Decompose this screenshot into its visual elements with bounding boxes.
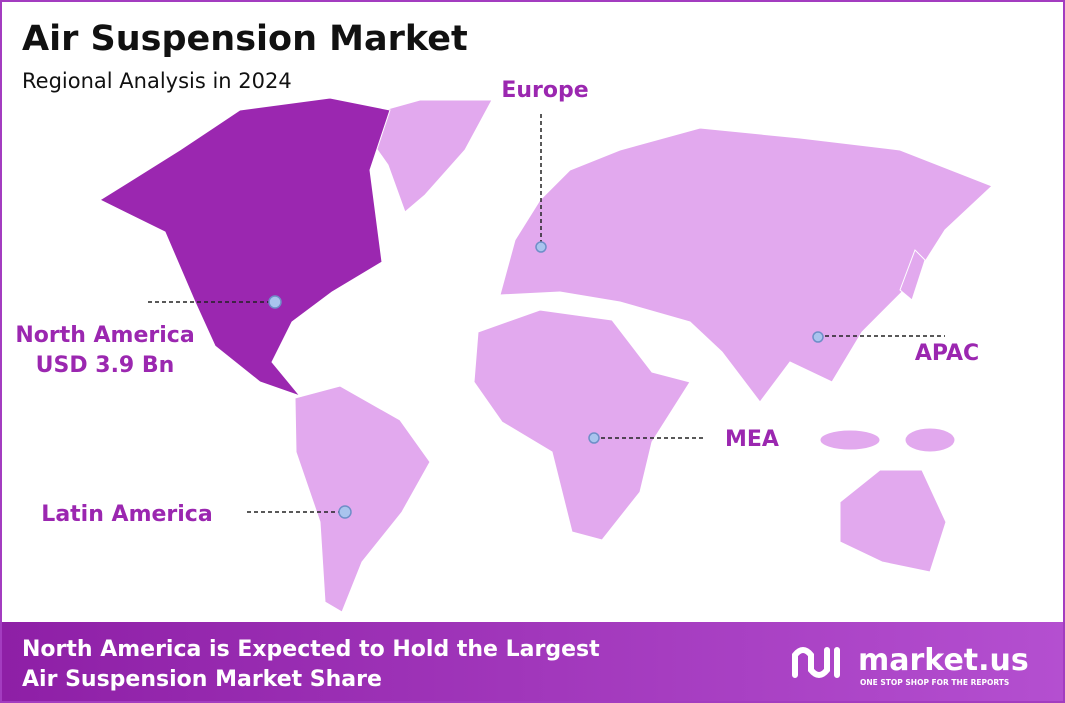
north-america <box>98 97 391 398</box>
logo-tagline: ONE STOP SHOP FOR THE REPORTS <box>860 678 1009 687</box>
marker <box>588 432 600 444</box>
world-map <box>98 97 993 613</box>
region-label: Latin America <box>41 502 212 527</box>
new-guinea <box>904 427 956 453</box>
title: Air Suspension Market <box>22 19 468 59</box>
logo-text: market.us <box>858 643 1029 678</box>
australia <box>839 469 947 573</box>
marker <box>812 331 824 343</box>
region-value: USD 3.9 Bn <box>36 353 175 378</box>
eurasia <box>499 127 993 403</box>
south-america <box>294 385 431 613</box>
region-label: MEA <box>725 427 779 452</box>
indonesia <box>819 429 881 451</box>
footer-text: Air Suspension Market Share <box>22 667 382 692</box>
logo-icon <box>792 647 840 678</box>
region-label: APAC <box>915 341 979 366</box>
japan <box>899 249 926 301</box>
marker <box>338 505 352 519</box>
footer-band <box>2 622 1063 701</box>
logo: market.us ONE STOP SHOP FOR THE REPORTS <box>792 643 1029 687</box>
africa <box>473 309 691 541</box>
greenland <box>354 99 493 213</box>
region-label: North America <box>15 323 194 348</box>
region-label: Europe <box>501 78 588 103</box>
subtitle: Regional Analysis in 2024 <box>22 69 292 93</box>
marker <box>535 241 547 253</box>
footer-text: North America is Expected to Hold the La… <box>22 637 600 662</box>
marker <box>268 295 282 309</box>
